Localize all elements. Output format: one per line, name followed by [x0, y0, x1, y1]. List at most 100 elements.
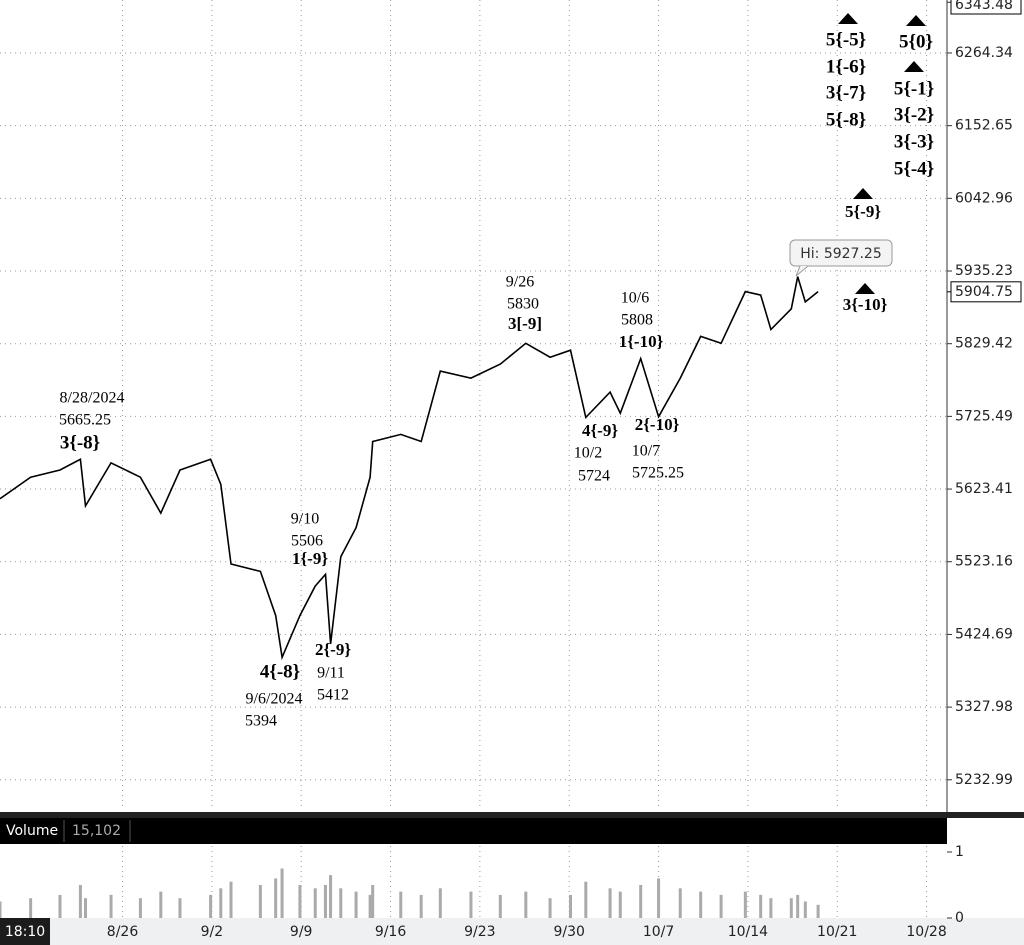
- annotation: 3{-3}: [894, 131, 934, 152]
- wave-marker: [904, 61, 924, 72]
- annotation: 3[-9]: [508, 314, 542, 333]
- x-tick-label: 9/2: [201, 924, 224, 940]
- annotation: 1{-9}: [292, 549, 328, 568]
- annotation: 4{-8}: [260, 661, 300, 682]
- volume-bar: [368, 894, 372, 918]
- annotation: 5725.25: [632, 465, 684, 482]
- annotation: 5412: [317, 687, 349, 704]
- annotation: 5724: [578, 468, 610, 485]
- annotation: 2{-10}: [635, 415, 680, 434]
- price-line: [0, 276, 819, 661]
- annotation: 8/28/2024: [60, 390, 125, 407]
- annotation: 9/26: [506, 274, 534, 291]
- volume-bar: [657, 878, 661, 918]
- y-tick-label: 5935.23: [955, 263, 1013, 279]
- volume-bar: [438, 888, 442, 918]
- volume-bar: [58, 894, 62, 918]
- volume-value: 15,102: [72, 823, 121, 839]
- volume-bar: [524, 891, 528, 918]
- y-tick-label: 5523.16: [955, 554, 1013, 570]
- x-tick-label: 10/7: [643, 924, 674, 940]
- annotation: 5{-9}: [845, 202, 881, 221]
- y-tick-label: 1: [955, 844, 964, 860]
- volume-bar: [719, 894, 723, 918]
- annotation: 1{-10}: [619, 332, 664, 351]
- y-tick-label: 5829.42: [955, 336, 1013, 352]
- annotation: 9/11: [317, 665, 345, 682]
- time-label: 18:10: [5, 924, 45, 940]
- volume-bar: [274, 878, 278, 918]
- wave-marker: [906, 15, 926, 26]
- y-tick-label: 5327.98: [955, 699, 1013, 715]
- annotation: 5506: [291, 533, 323, 550]
- x-tick-label: 10/14: [728, 924, 768, 940]
- annotation: 5665.25: [59, 412, 111, 429]
- annotation: 5{0}: [899, 31, 933, 52]
- annotation: 5{-4}: [894, 158, 934, 179]
- annotation: 3{-8}: [60, 432, 100, 453]
- volume-bar: [803, 901, 807, 918]
- x-axis-bar: [0, 918, 1024, 945]
- volume-bar: [354, 891, 358, 918]
- hi-box: [789, 239, 893, 267]
- annotation: 3{-7}: [826, 82, 866, 103]
- hi-pointer: [795, 265, 809, 277]
- volume-bar: [78, 885, 82, 918]
- volume-bar: [419, 894, 423, 918]
- volume-bar: [109, 894, 113, 918]
- volume-bar: [209, 894, 213, 918]
- y-tick-label: 6152.65: [955, 118, 1013, 134]
- volume-header: [0, 818, 947, 844]
- y-tick-label: 5623.41: [955, 481, 1013, 497]
- volume-bar: [743, 891, 747, 918]
- volume-bar: [498, 894, 502, 918]
- volume-bar: [178, 898, 182, 918]
- annotation: 5{-1}: [894, 78, 934, 99]
- x-tick-label: 9/16: [375, 924, 407, 940]
- volume-bar: [313, 888, 317, 918]
- annotation: 10/2: [574, 445, 602, 462]
- annotation: 9/6/2024: [246, 691, 303, 708]
- time-box: [0, 918, 50, 945]
- volume-bar: [796, 894, 800, 918]
- wave-marker: [838, 13, 858, 24]
- volume-bar: [759, 894, 763, 918]
- volume-bar: [229, 881, 233, 918]
- x-tick-label: 8/26: [107, 924, 139, 940]
- volume-bar: [371, 885, 375, 918]
- volume-bar: [219, 888, 223, 918]
- hi-label: Hi: 5927.25: [800, 246, 881, 262]
- y-tick-label: 6042.96: [955, 190, 1013, 206]
- annotation: 5{-5}: [826, 29, 866, 50]
- x-tick-label: 9/9: [290, 924, 313, 940]
- annotation: 3{-10}: [843, 295, 888, 314]
- volume-bar: [584, 881, 588, 918]
- annotation: 5394: [245, 713, 277, 730]
- volume-bar: [678, 888, 682, 918]
- volume-bar: [699, 891, 703, 918]
- volume-bar: [769, 898, 773, 918]
- volume-bar: [816, 904, 820, 918]
- volume-bar: [639, 885, 643, 918]
- volume-bar: [618, 891, 622, 918]
- volume-bar: [469, 891, 473, 918]
- annotation: 5830: [507, 296, 539, 313]
- annotation: 10/7: [632, 443, 660, 460]
- volume-bar: [29, 898, 33, 918]
- volume-bar: [323, 885, 327, 918]
- wave-marker: [853, 188, 873, 199]
- volume-bar: [608, 888, 612, 918]
- annotation: 3{-2}: [894, 104, 934, 125]
- annotation: 5{-8}: [826, 109, 866, 130]
- y-tick-label: 5725.49: [955, 408, 1013, 424]
- y-tick-label: 0: [955, 910, 964, 926]
- volume-bar: [568, 894, 572, 918]
- volume-bar: [789, 898, 793, 918]
- volume-bar: [138, 898, 142, 918]
- x-tick-label: 10/21: [817, 924, 857, 940]
- volume-bar: [339, 888, 343, 918]
- volume-bar: [329, 875, 333, 918]
- volume-bar: [399, 891, 403, 918]
